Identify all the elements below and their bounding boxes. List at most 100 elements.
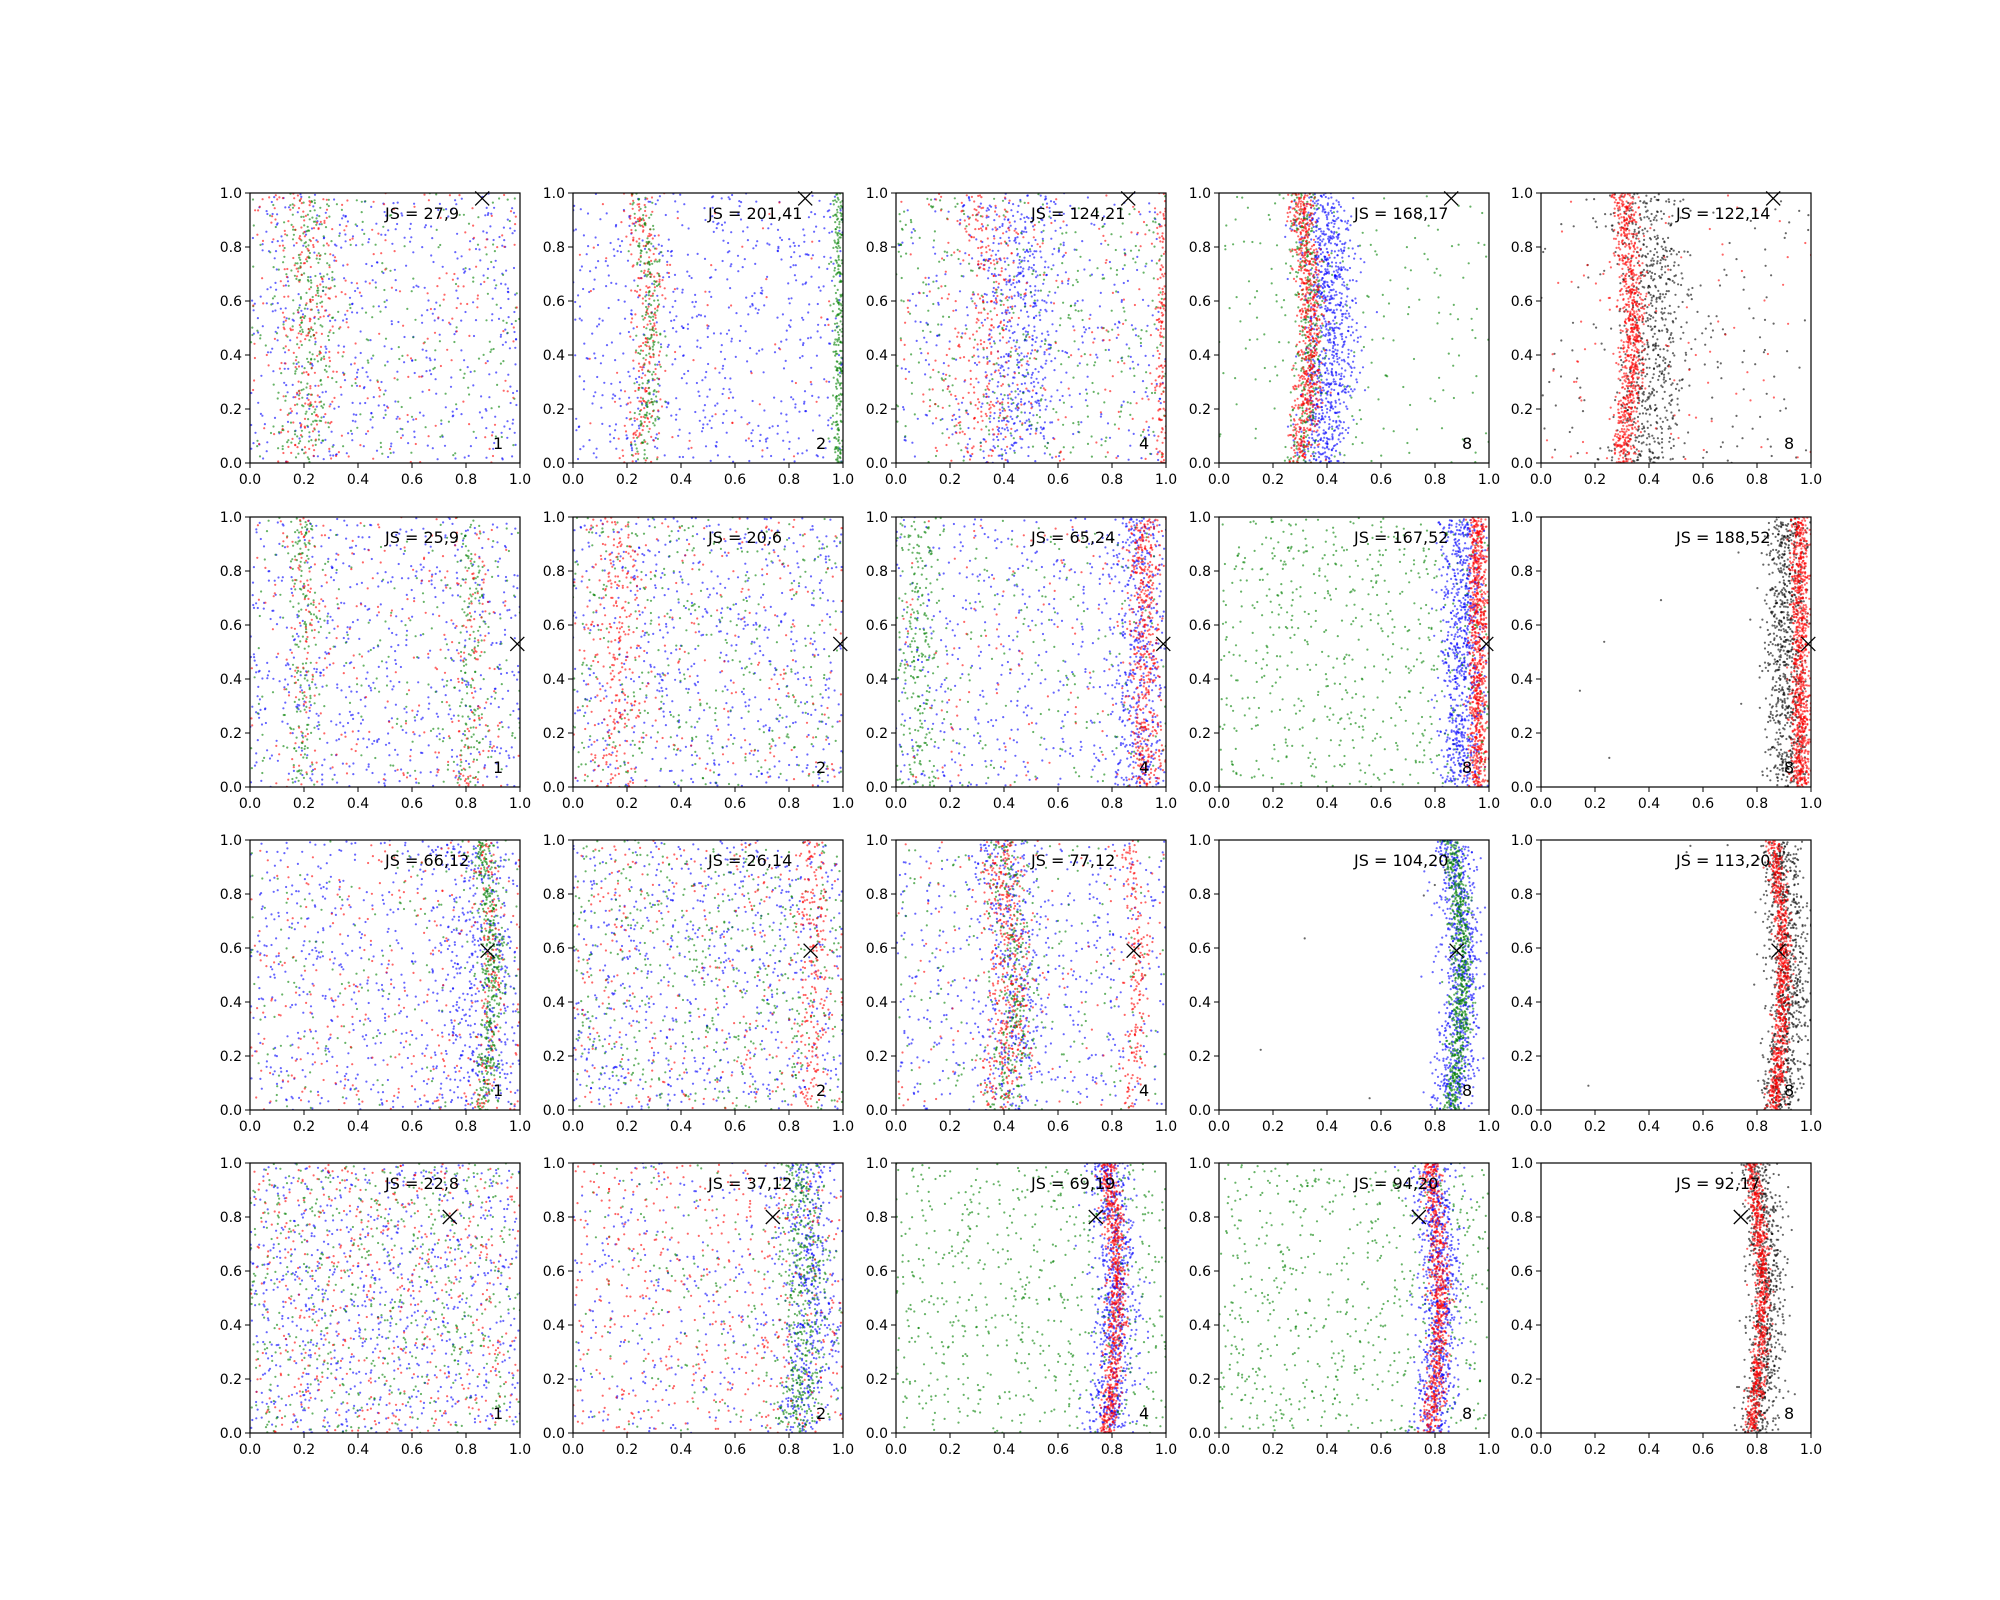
scatter-point	[633, 411, 636, 415]
scatter-point	[1348, 279, 1351, 282]
scatter-point	[509, 227, 512, 230]
scatter-point	[1055, 411, 1058, 414]
scatter-point	[303, 224, 306, 227]
scatter-point	[588, 439, 591, 442]
scatter-point	[396, 201, 399, 204]
js-annotation: JS = 201,41	[707, 204, 802, 223]
scatter-point	[1025, 368, 1028, 371]
scatter-point	[594, 357, 597, 360]
scatter-point	[1160, 392, 1163, 396]
scatter-point	[1086, 196, 1089, 199]
scatter-point	[316, 354, 319, 357]
scatter-point	[327, 204, 330, 208]
scatter-point	[704, 376, 707, 379]
scatter-point	[270, 303, 273, 306]
scatter-point	[395, 289, 398, 292]
scatter-point	[730, 337, 734, 340]
scatter-point	[727, 397, 731, 400]
scatter-point	[1016, 358, 1019, 361]
scatter-point	[767, 227, 770, 230]
scatter-point	[1142, 439, 1145, 442]
scatter-point	[671, 363, 674, 366]
scatter-point	[955, 431, 958, 435]
scatter-point	[312, 420, 315, 423]
scatter-point	[1028, 266, 1031, 269]
scatter-point	[314, 443, 317, 446]
scatter-point	[321, 439, 324, 442]
scatter-point	[589, 289, 593, 293]
scatter-point	[292, 421, 295, 424]
scatter-point	[1018, 346, 1021, 349]
scatter-point	[288, 317, 291, 320]
scatter-point	[430, 254, 433, 257]
scatter-point	[1031, 334, 1034, 337]
scatter-point	[1107, 243, 1110, 246]
scatter-point	[647, 268, 650, 271]
scatter-point	[1019, 420, 1022, 423]
scatter-point	[454, 457, 457, 460]
scatter-point	[1334, 405, 1337, 408]
scatter-point	[628, 224, 631, 227]
scatter-point	[1354, 252, 1357, 255]
scatter-point	[647, 248, 651, 251]
scatter-point	[329, 454, 332, 457]
scatter-point	[1109, 267, 1112, 270]
scatter-point	[792, 264, 795, 267]
scatter-point	[971, 293, 974, 296]
scatter-point	[333, 278, 336, 281]
scatter-point	[1008, 288, 1012, 291]
scatter-point	[970, 236, 973, 239]
scatter-point	[477, 357, 481, 360]
scatter-point	[653, 299, 656, 302]
scatter-point	[514, 338, 518, 341]
scatter-point	[651, 201, 654, 204]
scatter-point	[1000, 356, 1003, 359]
scatter-point	[644, 416, 647, 419]
scatter-point	[1065, 371, 1068, 374]
scatter-point	[1132, 367, 1135, 370]
scatter-point	[1000, 267, 1003, 270]
scatter-point	[746, 239, 750, 242]
scatter-point	[356, 368, 360, 371]
scatter-point	[1337, 227, 1340, 230]
scatter-point	[1155, 318, 1158, 322]
scatter-point	[1095, 441, 1098, 444]
scatter-point	[910, 221, 913, 224]
scatter-point	[306, 213, 309, 216]
scatter-point	[277, 268, 280, 271]
scatter-point	[455, 403, 458, 406]
scatter-point	[1015, 341, 1018, 344]
scatter-point	[1040, 340, 1043, 343]
scatter-point	[302, 244, 305, 247]
scatter-point	[698, 394, 701, 398]
scatter-point	[311, 298, 314, 302]
scatter-point	[1078, 392, 1081, 395]
scatter-point	[267, 364, 270, 367]
scatter-point	[653, 333, 656, 336]
y-tick-label: 0.8	[220, 240, 242, 256]
scatter-point	[1023, 201, 1026, 204]
scatter-point	[1127, 458, 1130, 461]
scatter-point	[1011, 417, 1014, 421]
scatter-point	[376, 380, 379, 383]
scatter-point	[782, 367, 786, 370]
scatter-point	[797, 437, 800, 440]
scatter-point	[979, 441, 982, 444]
scatter-point	[828, 262, 831, 265]
scatter-point	[271, 240, 274, 244]
scatter-point	[287, 284, 290, 287]
scatter-point	[1145, 330, 1148, 333]
scatter-point	[1048, 290, 1051, 293]
scatter-point	[323, 357, 326, 361]
scatter-point	[1016, 415, 1019, 418]
scatter-point	[982, 356, 985, 359]
scatter-point	[913, 413, 916, 416]
scatter-point	[1160, 325, 1163, 328]
scatter-point	[838, 299, 841, 302]
scatter-point	[712, 230, 715, 233]
scatter-point	[649, 275, 652, 278]
scatter-point	[508, 347, 511, 350]
scatter-point	[1324, 455, 1327, 458]
scatter-point	[1139, 341, 1142, 345]
scatter-point	[755, 352, 758, 355]
